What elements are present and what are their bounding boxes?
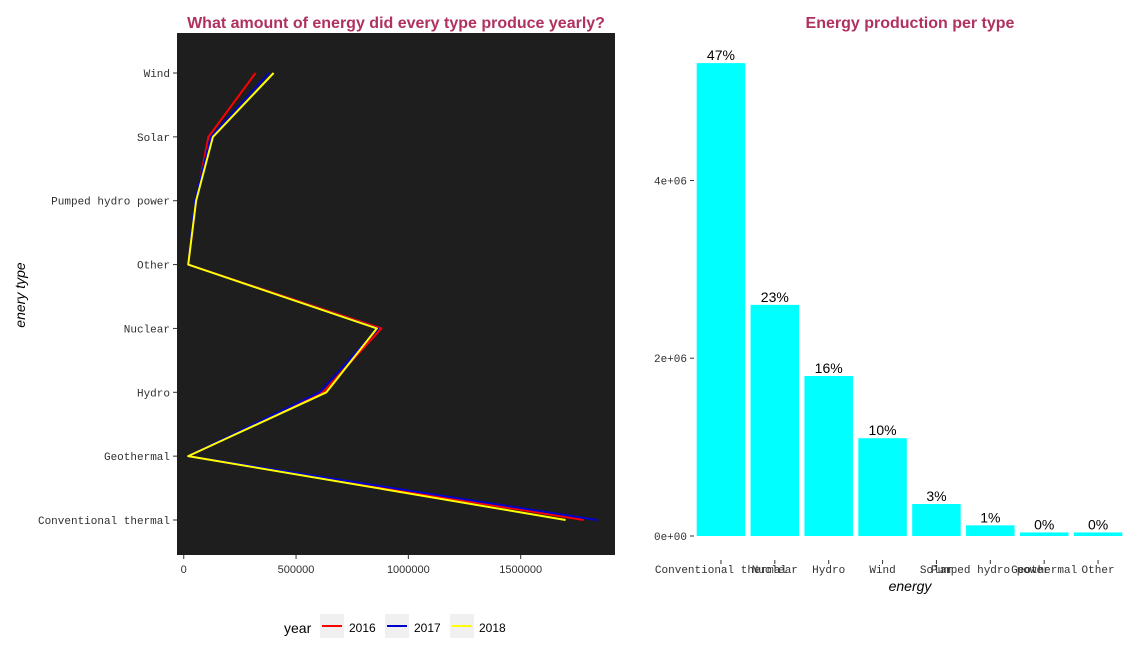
- y-tick-label-geothermal: Geothermal: [104, 452, 170, 464]
- bar-chart-x-axis-title: energy: [889, 578, 933, 594]
- line-chart: What amount of energy did every type pro…: [12, 15, 615, 638]
- bar-chart-bars: 47% 23% 16% 10% 3% 1% 0% 0%: [696, 47, 1123, 536]
- bar-chart: Energy production per type 0e+00 2e+06 4e+…: [654, 15, 1123, 594]
- bar-solar: [912, 504, 961, 536]
- y-tick-label-pumped-hydro-power: Pumped hydro power: [51, 197, 170, 209]
- bar-label-conventional-thermal: 47%: [707, 47, 735, 63]
- x-tick-label-conventional-thermal: Conventional thermal: [655, 565, 787, 577]
- bar-wind: [858, 438, 907, 536]
- legend-label-2018: 2018: [479, 621, 506, 635]
- line-chart-x-axis: 0 500000 1000000 1500000: [181, 555, 542, 576]
- line-chart-title: What amount of energy did every type pro…: [187, 15, 605, 32]
- line-chart-legend: year 2016 2017 2018: [284, 614, 506, 638]
- series-line-2018: [187, 72, 566, 521]
- legend-label-2016: 2016: [349, 621, 376, 635]
- y-tick-label-hydro: Hydro: [137, 388, 170, 400]
- legend-label-2017: 2017: [414, 621, 441, 635]
- y-tick-label: 0e+00: [654, 532, 687, 544]
- line-chart-y-axis: Conventional thermal Geothermal Hydro Nucle…: [38, 69, 177, 528]
- x-tick-label-other: Other: [1082, 565, 1115, 577]
- bar-pumped-hydro-power: [966, 525, 1015, 536]
- x-tick-label-nuclear: Nuclear: [752, 565, 798, 577]
- bar-geothermal: [1019, 532, 1069, 536]
- y-tick-label: 4e+06: [654, 176, 687, 188]
- line-chart-y-axis-title: enery type: [12, 262, 28, 328]
- bar-label-other: 0%: [1088, 516, 1108, 532]
- bar-label-geothermal: 0%: [1034, 516, 1054, 532]
- y-tick-label: 2e+06: [654, 354, 687, 366]
- bar-conventional-thermal: [696, 63, 746, 536]
- legend-title: year: [284, 620, 312, 636]
- line-chart-series: [187, 72, 598, 521]
- bar-label-wind: 10%: [869, 422, 897, 438]
- bar-nuclear: [750, 304, 800, 536]
- bar-chart-title: Energy production per type: [806, 15, 1015, 32]
- bar-chart-y-axis: 0e+00 2e+06 4e+06: [654, 176, 694, 544]
- bar-label-solar: 3%: [926, 488, 946, 504]
- bar-hydro: [804, 376, 853, 536]
- y-tick-label-solar: Solar: [137, 133, 170, 145]
- bar-other: [1073, 532, 1123, 536]
- x-tick-label-hydro: Hydro: [812, 565, 845, 577]
- x-tick-label: 1000000: [387, 564, 430, 576]
- line-chart-panel: [177, 33, 615, 555]
- y-tick-label-conventional-thermal: Conventional thermal: [38, 516, 170, 528]
- x-tick-label: 0: [181, 564, 187, 576]
- x-tick-label: 500000: [278, 564, 315, 576]
- y-tick-label-wind: Wind: [144, 69, 170, 81]
- x-tick-label-geothermal: Geothermal: [1011, 565, 1077, 577]
- x-tick-label-pumped-hydro-power: Pumped hydro power: [931, 565, 1050, 577]
- x-tick-label: 1500000: [499, 564, 542, 576]
- bar-label-hydro: 16%: [815, 360, 843, 376]
- y-tick-label-nuclear: Nuclear: [124, 324, 170, 336]
- x-tick-label-wind: Wind: [869, 565, 895, 577]
- bar-label-pumped-hydro-power: 1%: [980, 509, 1000, 525]
- x-tick-label-solar: Solar: [920, 565, 953, 577]
- y-tick-label-other: Other: [137, 261, 170, 273]
- bar-label-nuclear: 23%: [761, 289, 789, 305]
